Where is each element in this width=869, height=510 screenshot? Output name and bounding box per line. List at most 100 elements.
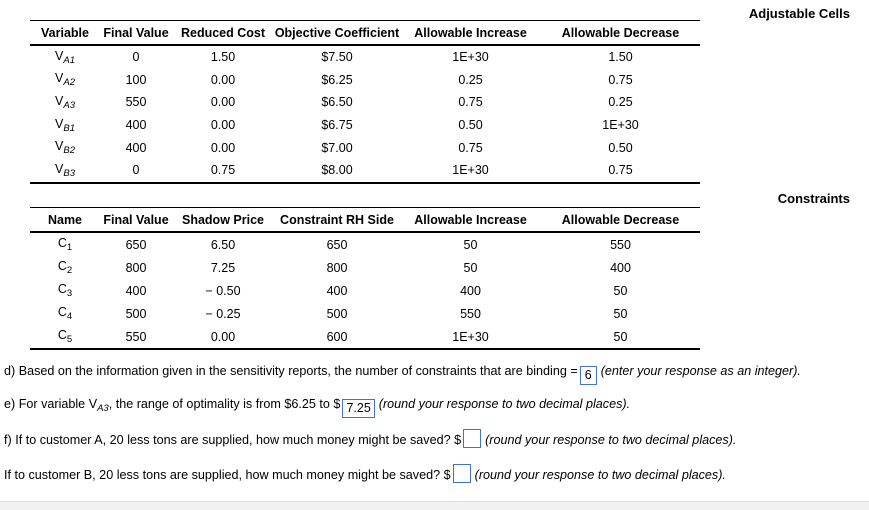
- cell: 400: [125, 118, 147, 133]
- cell: 400: [610, 260, 631, 275]
- constraints-table: Name Final Value Shadow Price Constraint…: [30, 207, 700, 350]
- cell: 550: [125, 329, 147, 344]
- question-d: d) Based on the information given in the…: [4, 361, 801, 385]
- column-header: Allowable Increase: [400, 20, 541, 46]
- table-header-row: Name Final Value Shadow Price Constraint…: [30, 207, 700, 233]
- column-header: Reduced Cost: [172, 20, 274, 46]
- column-header: Constraint RH Side: [274, 207, 400, 233]
- cell: 1.50: [608, 50, 633, 65]
- question-e: e) For variable VA3, the range of optima…: [4, 394, 630, 419]
- table-row: VA1 0 1.50 $7.50 1E+30 1.50: [30, 45, 700, 69]
- bottom-divider-bar: [0, 501, 869, 510]
- table-row: VB3 0 0.75 $8.00 1E+30 0.75: [30, 159, 700, 183]
- cell: 400: [125, 283, 147, 298]
- question-f2-note: (round your response to two decimal plac…: [474, 468, 726, 482]
- cell: 7.25: [210, 260, 236, 275]
- cell: 0.00: [210, 95, 236, 110]
- variable-name-cell: VB2: [55, 139, 75, 157]
- cell: 0.25: [608, 95, 633, 110]
- constraint-name-cell: C5: [57, 328, 73, 345]
- variable-name-cell: VA2: [55, 71, 75, 89]
- cell: 800: [326, 260, 348, 275]
- cell: 1E+30: [602, 118, 639, 133]
- cell: 500: [326, 306, 348, 321]
- cell: 650: [125, 237, 147, 252]
- cell: 0.25: [458, 72, 483, 87]
- answer-input-d[interactable]: 6: [579, 366, 597, 385]
- column-header: Final Value: [100, 20, 172, 46]
- cell: 50: [613, 329, 628, 344]
- cell: 550: [460, 306, 481, 321]
- table-row: C1 650 6.50 650 50 550: [30, 232, 700, 256]
- variable-name-cell: VA1: [55, 48, 75, 66]
- answer-input-f2[interactable]: [452, 464, 471, 483]
- question-e-note: (round your response to two decimal plac…: [378, 397, 631, 411]
- constraint-name-cell: C2: [57, 259, 73, 276]
- table-row: C3 400 − 0.50 400 400 50: [30, 279, 700, 302]
- column-header: Allowable Increase: [400, 207, 541, 233]
- cell: 0.50: [458, 118, 483, 133]
- table-header-row: Variable Final Value Reduced Cost Object…: [30, 20, 700, 46]
- constraint-name-cell: C3: [57, 282, 73, 299]
- cell: 1E+30: [452, 329, 489, 344]
- question-d-text: d) Based on the information given in the…: [4, 364, 578, 378]
- question-f1: f) If to customer A, 20 less tons are su…: [4, 429, 736, 450]
- cell: 0: [132, 50, 140, 65]
- answer-input-e[interactable]: 7.25: [342, 399, 375, 418]
- cell: 650: [326, 237, 348, 252]
- cell: 100: [125, 72, 147, 87]
- table-row: C5 550 0.00 600 1E+30 50: [30, 325, 700, 349]
- cell: 0.75: [210, 163, 236, 178]
- column-header: Allowable Decrease: [541, 20, 700, 46]
- cell: 50: [463, 260, 478, 275]
- cell: 0.50: [608, 140, 633, 155]
- question-e-text1: e) For variable V: [4, 397, 98, 411]
- cell: 0.75: [608, 163, 633, 178]
- cell: 0: [132, 163, 140, 178]
- question-e-text2: , the range of optimality is from $6.25 …: [108, 397, 341, 411]
- constraint-name-cell: C4: [57, 305, 73, 322]
- cell: 400: [326, 283, 348, 298]
- cell: 50: [463, 237, 478, 252]
- cell: $6.75: [321, 118, 353, 133]
- cell: $7.00: [321, 140, 353, 155]
- cell: 0.00: [210, 140, 236, 155]
- cell: 800: [125, 260, 147, 275]
- column-header: Objective Coefficient: [274, 20, 400, 46]
- table-row: VB2 400 0.00 $7.00 0.75 0.50: [30, 136, 700, 159]
- cell: 1.50: [210, 50, 236, 65]
- cell: 0.75: [608, 72, 633, 87]
- column-header: Name: [30, 207, 100, 233]
- constraints-label: Constraints: [777, 191, 850, 206]
- table-row: VA2 100 0.00 $6.25 0.25 0.75: [30, 69, 700, 92]
- cell: 1E+30: [452, 50, 489, 65]
- variable-name-cell: VB3: [55, 161, 75, 179]
- cell: $8.00: [321, 163, 353, 178]
- cell: 550: [125, 95, 147, 110]
- cell: 400: [125, 140, 147, 155]
- cell: − 0.25: [205, 306, 241, 321]
- cell: $7.50: [321, 50, 353, 65]
- cell: 500: [125, 306, 147, 321]
- variable-name-cell: VB1: [55, 116, 75, 134]
- cell: 0.75: [458, 140, 483, 155]
- cell: 400: [460, 283, 481, 298]
- cell: $6.25: [321, 72, 353, 87]
- cell: 0.75: [458, 95, 483, 110]
- cell: $6.50: [321, 95, 353, 110]
- cell: 0.00: [210, 329, 236, 344]
- variable-subscript: A3: [97, 403, 109, 414]
- question-d-note: (enter your response as an integer).: [600, 364, 801, 378]
- table-row: C2 800 7.25 800 50 400: [30, 256, 700, 279]
- answer-input-f1[interactable]: [463, 429, 482, 448]
- table-row: VA3 550 0.00 $6.50 0.75 0.25: [30, 91, 700, 114]
- cell: 550: [610, 237, 631, 252]
- question-f1-note: (round your response to two decimal plac…: [485, 433, 737, 447]
- adjustable-cells-table: Variable Final Value Reduced Cost Object…: [30, 20, 700, 184]
- column-header: Allowable Decrease: [541, 207, 700, 233]
- cell: 600: [326, 329, 348, 344]
- table-row: C4 500 − 0.25 500 550 50: [30, 302, 700, 325]
- constraint-name-cell: C1: [57, 236, 73, 253]
- cell: 50: [613, 306, 628, 321]
